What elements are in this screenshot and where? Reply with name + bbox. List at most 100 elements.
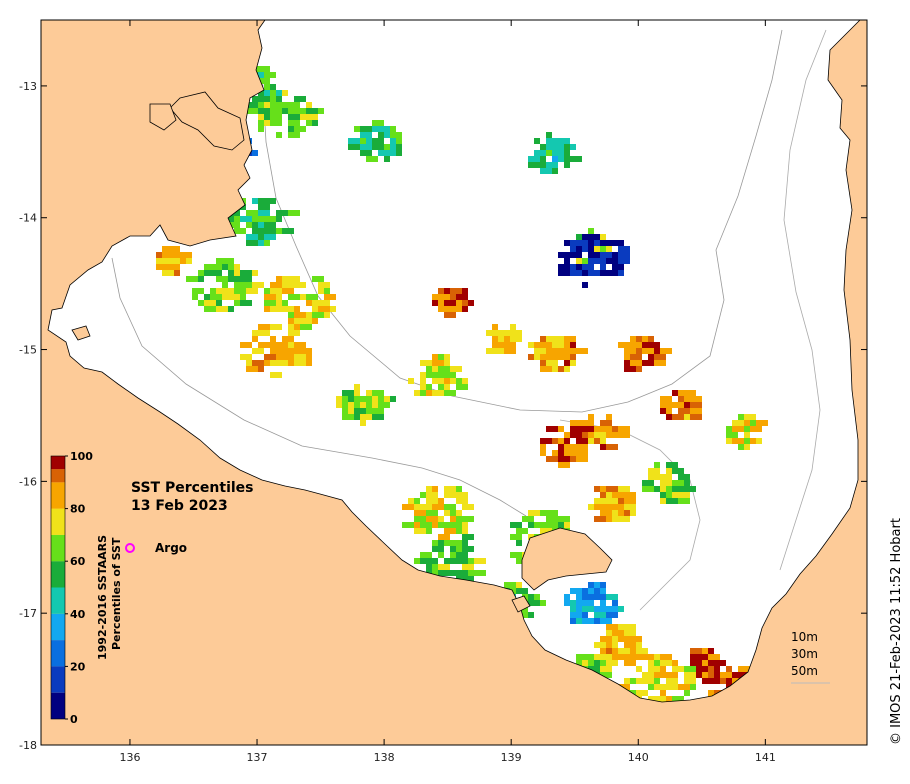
- sst-cell: [624, 366, 636, 372]
- sst-cell: [618, 504, 624, 510]
- sst-cell: [648, 696, 654, 702]
- sst-cell: [432, 522, 438, 528]
- colorbar-bin: [51, 587, 65, 614]
- sst-cell: [540, 450, 546, 456]
- sst-cell: [300, 126, 306, 132]
- sst-cell: [420, 558, 432, 564]
- sst-cell: [630, 690, 636, 696]
- sst-cell: [576, 240, 582, 246]
- sst-cell: [258, 348, 264, 354]
- sst-cell: [546, 360, 558, 366]
- sst-cell: [558, 516, 564, 522]
- sst-cell: [564, 144, 570, 150]
- sst-cell: [702, 672, 708, 678]
- sst-cell: [438, 516, 444, 522]
- sst-cell: [336, 396, 342, 402]
- sst-cell: [690, 408, 702, 414]
- sst-cell: [522, 516, 528, 522]
- sst-cell: [612, 600, 618, 606]
- sst-cell: [642, 678, 654, 684]
- sst-cell: [420, 522, 432, 528]
- sst-cell: [624, 504, 636, 510]
- sst-cell: [504, 582, 516, 588]
- sst-cell: [564, 342, 570, 348]
- sst-cell: [282, 108, 288, 114]
- sst-cell: [666, 696, 672, 702]
- sst-cell: [360, 132, 372, 138]
- sst-cell: [462, 564, 474, 570]
- sst-cell: [240, 342, 252, 348]
- sst-cell: [540, 360, 546, 366]
- sst-cell: [204, 264, 216, 270]
- sst-cell: [462, 498, 468, 504]
- sst-cell: [354, 384, 360, 390]
- sst-cell: [306, 120, 312, 126]
- colorbar-frame: [50, 455, 66, 720]
- sst-cell: [294, 102, 300, 108]
- sst-cell: [654, 684, 666, 690]
- sst-cell: [660, 402, 672, 408]
- sst-cell: [732, 426, 744, 432]
- sst-cell: [648, 474, 660, 480]
- sst-cell: [444, 504, 456, 510]
- y-tick-label: -15: [19, 344, 37, 357]
- colorbar-tick-label: 20: [70, 660, 86, 673]
- sst-cell: [492, 324, 498, 330]
- sst-cell: [618, 486, 630, 492]
- sst-cell: [270, 90, 276, 96]
- sst-cell: [684, 678, 696, 684]
- sst-cell: [564, 258, 570, 264]
- sst-cell: [270, 198, 276, 204]
- sst-cell: [732, 438, 744, 444]
- sst-cell: [618, 342, 630, 348]
- sst-cell: [594, 588, 600, 594]
- colorbar-bin: [51, 482, 65, 509]
- sst-cell: [408, 378, 414, 384]
- sst-cell: [432, 354, 438, 360]
- sst-cell: [702, 678, 714, 684]
- sst-cell: [276, 348, 288, 354]
- sst-cell: [588, 504, 594, 510]
- sst-cell: [558, 252, 564, 258]
- sst-cell: [216, 258, 222, 264]
- land-island-north: [169, 91, 245, 151]
- sst-cell: [570, 618, 576, 624]
- sst-cell: [510, 552, 522, 558]
- sst-cell: [210, 306, 216, 312]
- sst-cell: [474, 558, 486, 564]
- sst-cell: [642, 480, 654, 486]
- sst-cell: [588, 582, 594, 588]
- sst-cell: [270, 114, 282, 120]
- sst-cell: [216, 276, 228, 282]
- sst-cell: [366, 396, 372, 402]
- sst-cell: [552, 450, 558, 456]
- argo-legend-label: Argo: [155, 541, 187, 555]
- sst-cell: [678, 390, 690, 396]
- sst-cell: [564, 162, 570, 168]
- sst-cell: [222, 258, 234, 264]
- sst-cell: [432, 546, 444, 552]
- sst-cell: [246, 108, 258, 114]
- sst-cell: [234, 282, 240, 288]
- sst-cell: [558, 336, 564, 342]
- land-island-west: [71, 325, 91, 341]
- land-island-bentinck: [149, 103, 177, 131]
- sst-cell: [288, 318, 294, 324]
- sst-cell: [624, 630, 636, 636]
- sst-cell: [270, 282, 282, 288]
- sst-cell: [378, 414, 384, 420]
- sst-cell: [456, 492, 468, 498]
- sst-cell: [666, 678, 678, 684]
- sst-cell: [690, 390, 696, 396]
- sst-cell: [660, 666, 666, 672]
- map-title: SST Percentiles: [131, 480, 254, 496]
- sst-cell: [702, 660, 708, 666]
- sst-cell: [372, 144, 384, 150]
- sst-cell: [312, 318, 318, 324]
- sst-cell: [432, 558, 438, 564]
- sst-cell: [594, 618, 600, 624]
- sst-cell: [606, 444, 618, 450]
- sst-cell: [366, 156, 378, 162]
- sst-cell: [258, 342, 264, 348]
- sst-cell: [606, 504, 612, 510]
